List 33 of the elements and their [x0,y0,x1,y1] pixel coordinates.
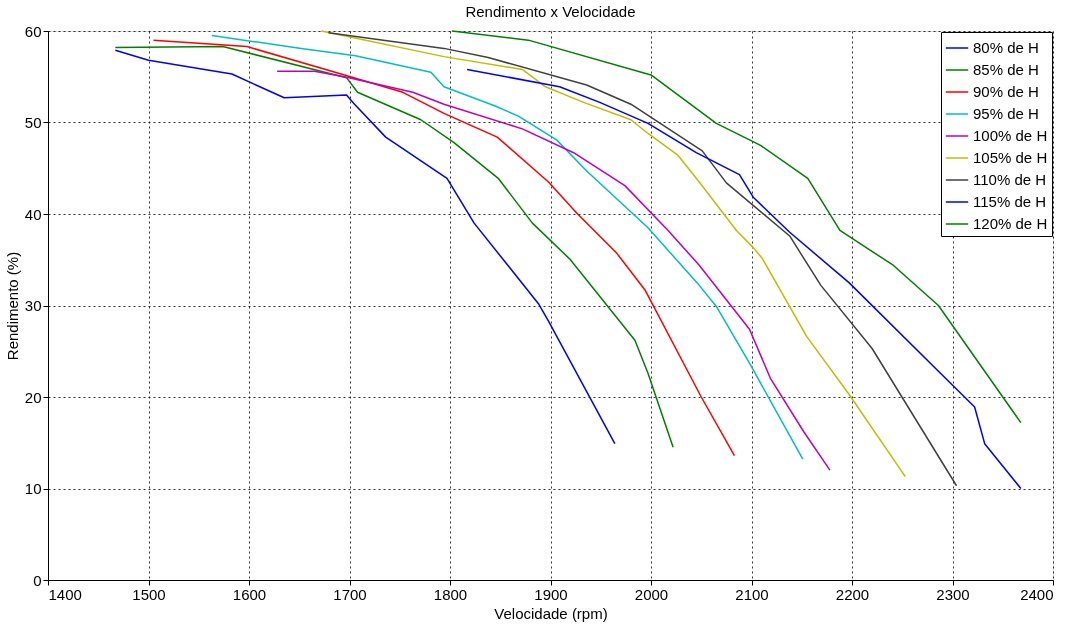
x-axis-title: Velocidade (rpm) [494,604,608,622]
legend-label: 110% de H [973,171,1047,188]
y-tick-label: 30 [24,297,42,314]
y-tick-label: 50 [24,114,42,131]
x-tick-label: 1700 [333,585,367,603]
legend-label: 80% de H [973,39,1039,56]
y-tick-label: 0 [33,571,42,589]
line-series [211,34,804,460]
y-tick-label: 20 [24,388,42,406]
x-tick-label: 1900 [534,585,568,603]
y-tick-label: 40 [24,205,42,223]
x-tick-label: 2400 [1020,585,1054,603]
line-series [276,70,831,471]
x-tick-label: 2200 [835,585,870,603]
legend-label: 120% de H [973,215,1048,232]
y-tick-label: 60 [24,22,42,40]
legend-label: 115% de H [973,193,1047,210]
y-axis-title: Rendimento (%) [3,251,21,361]
x-tick-label: 2300 [936,585,970,603]
chart-title: Rendimento x Velocidade [465,3,636,20]
legend-label: 85% de H [973,61,1039,78]
x-tick-label: 2100 [735,585,769,603]
legend-label: 100% de H [973,127,1048,144]
line-series [152,39,736,457]
y-tick-label: 10 [24,480,42,497]
x-tick-label: 2000 [634,585,669,603]
legend-label: 105% de H [973,149,1048,166]
x-tick-label: 1600 [232,585,267,603]
x-tick-label: 1500 [132,585,166,603]
legend-label: 90% de H [973,83,1039,100]
legend-label: 95% de H [973,105,1039,122]
x-tick-label: 1400 [48,585,82,603]
x-tick-label: 1800 [433,585,468,603]
